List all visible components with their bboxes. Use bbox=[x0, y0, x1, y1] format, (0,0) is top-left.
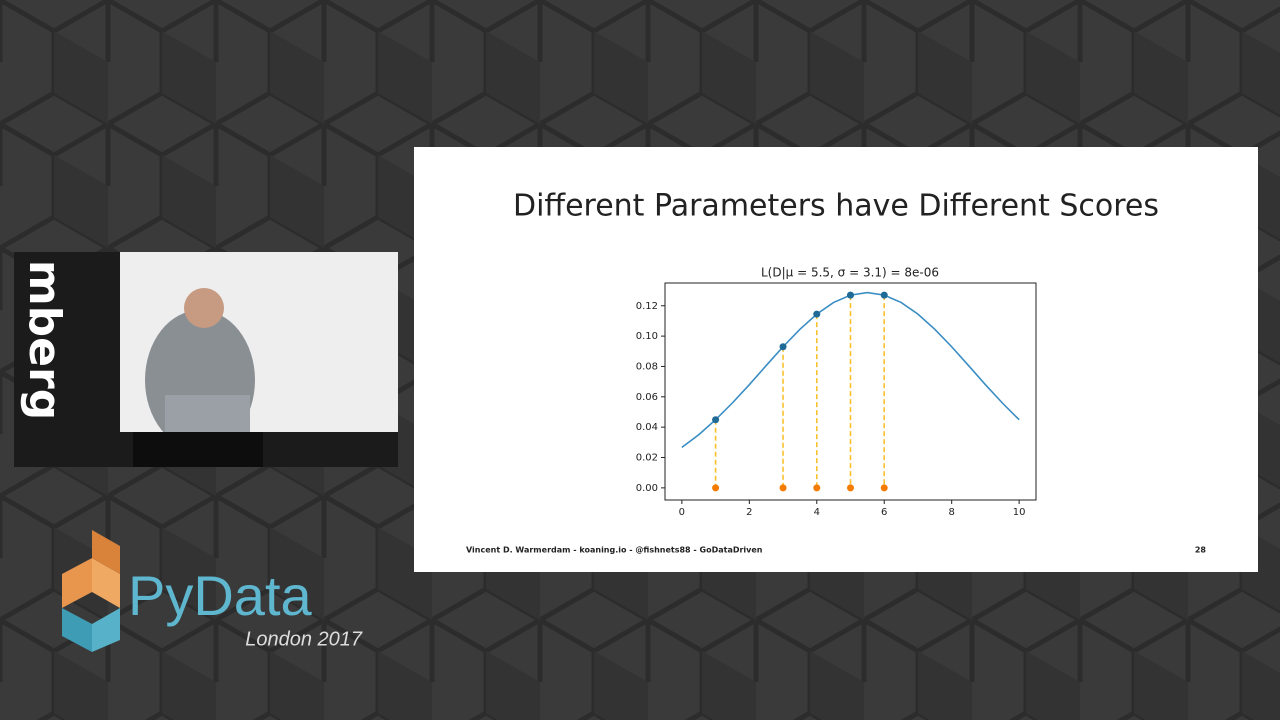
slide bbox=[414, 147, 1258, 572]
point bbox=[813, 484, 821, 492]
laptop bbox=[165, 395, 250, 435]
x-tick-label: 2 bbox=[746, 507, 752, 518]
point bbox=[880, 484, 888, 492]
y-tick-label: 0.00 bbox=[636, 483, 658, 494]
x-tick-label: 6 bbox=[881, 507, 887, 518]
point bbox=[779, 484, 787, 492]
point bbox=[847, 484, 854, 492]
point bbox=[847, 291, 854, 299]
speaker-head bbox=[184, 288, 224, 328]
event-name: London 2017 bbox=[245, 628, 363, 650]
x-tick-label: 10 bbox=[1013, 507, 1026, 518]
slide-footer: Vincent D. Warmerdam - koaning.io - @fis… bbox=[466, 546, 763, 555]
x-tick-label: 0 bbox=[679, 507, 685, 518]
y-tick-label: 0.06 bbox=[636, 392, 658, 403]
point bbox=[880, 291, 888, 299]
y-tick-label: 0.10 bbox=[636, 331, 658, 342]
y-tick-label: 0.12 bbox=[636, 301, 658, 312]
chart-title: L(D|μ = 5.5, σ = 3.1) = 8e-06 bbox=[761, 266, 939, 280]
point bbox=[813, 310, 821, 318]
plot-frame bbox=[664, 282, 1037, 501]
page-number: 28 bbox=[1195, 546, 1207, 555]
y-tick-label: 0.08 bbox=[636, 361, 658, 372]
slide-title: Different Parameters have Different Scor… bbox=[513, 189, 1159, 224]
video-inset: mberg bbox=[14, 252, 398, 467]
x-tick-label: 8 bbox=[948, 507, 954, 518]
y-tick-label: 0.04 bbox=[636, 422, 658, 433]
wall-text: mberg bbox=[19, 260, 70, 420]
y-tick-label: 0.02 bbox=[636, 453, 658, 464]
pydata-logo: PyData London 2017 bbox=[62, 530, 363, 652]
logo-text: PyData bbox=[128, 564, 312, 627]
point bbox=[779, 343, 787, 351]
podium bbox=[133, 432, 263, 467]
point bbox=[712, 416, 720, 424]
x-tick-label: 4 bbox=[814, 507, 820, 518]
point bbox=[712, 484, 720, 492]
